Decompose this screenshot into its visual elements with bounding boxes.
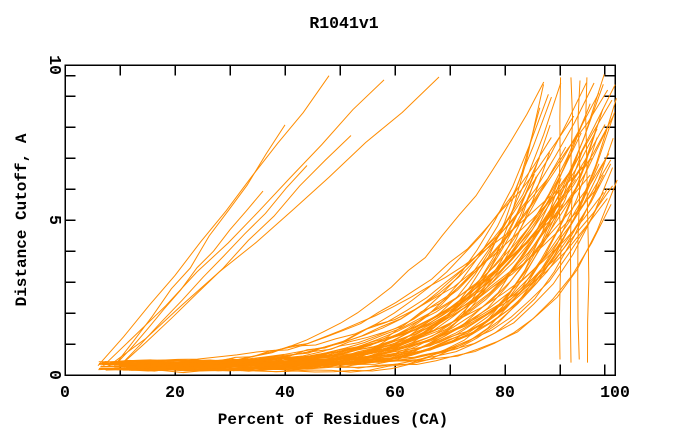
svg-text:Percent of Residues (CA): Percent of Residues (CA) [218, 411, 448, 429]
svg-text:5: 5 [45, 215, 64, 225]
svg-text:80: 80 [495, 383, 515, 402]
svg-text:20: 20 [165, 383, 185, 402]
svg-text:R1041v1: R1041v1 [309, 14, 378, 33]
svg-text:100: 100 [600, 383, 630, 402]
svg-text:Distance Cutoff, A: Distance Cutoff, A [13, 133, 31, 306]
svg-text:10: 10 [45, 55, 64, 75]
svg-text:0: 0 [45, 370, 64, 380]
svg-text:0: 0 [60, 383, 70, 402]
svg-text:40: 40 [275, 383, 295, 402]
svg-text:60: 60 [385, 383, 405, 402]
